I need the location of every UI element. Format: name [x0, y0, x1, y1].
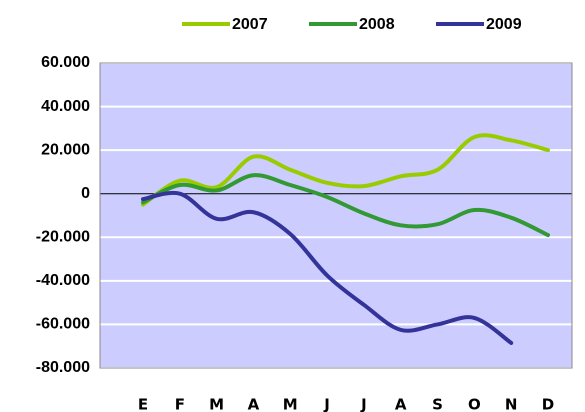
y-tick-label: 40.000: [41, 98, 90, 115]
x-tick-label: O: [468, 396, 481, 412]
x-tick-label: D: [542, 396, 554, 412]
y-tick-label: -40.000: [36, 272, 90, 289]
y-tick-label: 20.000: [41, 141, 90, 158]
series-line: [141, 133, 550, 207]
x-tick-label: J: [323, 396, 330, 412]
y-tick-label: 60.000: [41, 54, 90, 71]
y-tick-label: -60.000: [36, 316, 90, 333]
x-tick-label: J: [360, 396, 367, 412]
plot-area: [100, 63, 572, 368]
legend-label: 2008: [359, 16, 395, 33]
x-tick-label: S: [432, 396, 443, 412]
plot-border: [99, 62, 573, 369]
legend-label: 2009: [486, 16, 522, 33]
y-tick-label: -20.000: [36, 229, 90, 246]
series-line: [141, 173, 550, 238]
x-tick-label: N: [505, 396, 518, 412]
x-tick-label: M: [283, 396, 298, 412]
y-tick-label: 0: [81, 185, 90, 202]
y-tick-label: -80.000: [36, 359, 90, 376]
legend-label: 2007: [232, 16, 268, 33]
series-line: [141, 190, 514, 345]
x-tick-label: E: [138, 396, 148, 412]
x-tick-label: F: [175, 396, 185, 412]
x-tick-label: M: [209, 396, 224, 412]
x-tick-label: A: [248, 396, 260, 412]
x-tick-label: A: [395, 396, 407, 412]
